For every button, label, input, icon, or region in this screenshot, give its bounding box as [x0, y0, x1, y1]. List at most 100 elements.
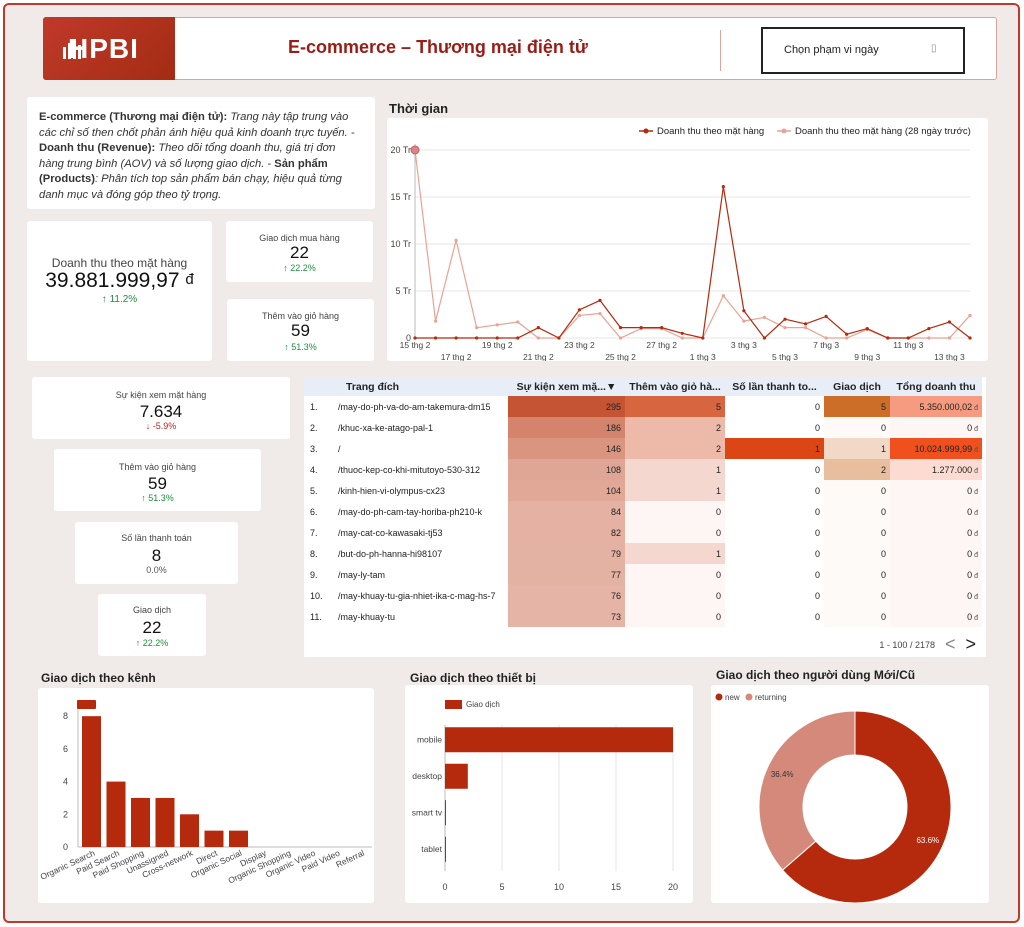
data-point[interactable] — [536, 336, 540, 340]
data-point[interactable] — [680, 336, 684, 340]
row-landing-page-value: /kinh-hien-vi-olympus-cx23 — [338, 485, 446, 496]
data-point[interactable] — [947, 336, 952, 340]
data-point[interactable] — [557, 336, 561, 340]
row-landing-page: /kinh-hien-vi-olympus-cx23 — [334, 480, 508, 501]
calendar-icon[interactable]: ▯ — [931, 43, 937, 54]
bar[interactable] — [229, 830, 248, 847]
data-point[interactable] — [618, 326, 623, 330]
data-point[interactable] — [783, 326, 787, 330]
table-row[interactable]: 11./may-khuay-tu 73 0 0 0 0 đ — [304, 606, 982, 627]
table-row[interactable]: 5./kinh-hien-vi-olympus-cx23 104 1 0 0 0 đ — [304, 480, 982, 501]
series-line[interactable] — [415, 186, 971, 339]
data-point[interactable] — [824, 314, 828, 318]
table-row[interactable]: 2./khuc-xa-ke-atago-pal-1 186 2 0 0 0 đ — [304, 417, 982, 438]
data-point[interactable] — [454, 336, 458, 340]
bar[interactable] — [82, 716, 101, 847]
data-point[interactable] — [433, 336, 438, 340]
data-point[interactable] — [536, 326, 540, 330]
data-point[interactable] — [783, 317, 787, 321]
bar[interactable] — [445, 763, 468, 789]
data-point[interactable] — [762, 315, 767, 319]
data-point[interactable] — [742, 309, 746, 313]
data-point[interactable] — [454, 238, 458, 242]
data-point[interactable] — [701, 336, 705, 340]
bar[interactable] — [131, 797, 150, 847]
data-point[interactable] — [927, 327, 931, 331]
data-point[interactable] — [824, 336, 828, 340]
data-point[interactable] — [721, 294, 725, 298]
x-tick-label: 20 — [668, 882, 678, 892]
data-point[interactable] — [865, 327, 869, 331]
data-point[interactable] — [495, 336, 499, 340]
chevron-left-icon[interactable]: < — [944, 634, 956, 654]
data-point[interactable] — [475, 336, 479, 340]
data-point[interactable] — [968, 313, 972, 318]
data-point[interactable] — [660, 326, 664, 330]
data-point[interactable] — [598, 311, 602, 316]
col-total-revenue[interactable]: Tổng doanh thu — [890, 377, 982, 396]
data-point[interactable] — [577, 313, 582, 318]
row-checkouts-value: 1 — [814, 443, 820, 454]
data-point[interactable] — [598, 298, 602, 302]
table-row[interactable]: 7./may-cat-co-kawasaki-tj53 82 0 0 0 0 đ — [304, 522, 982, 543]
col-add-to-cart[interactable]: Thêm vào giỏ hà... — [625, 377, 725, 396]
data-point[interactable] — [845, 336, 849, 340]
bar[interactable] — [445, 727, 673, 753]
data-point[interactable] — [968, 336, 972, 340]
data-point[interactable] — [475, 326, 479, 330]
table-row[interactable]: 4. /thuoc-kep-co-khi-mitutoyo-530-312 108 1… — [304, 459, 982, 480]
data-point[interactable] — [906, 336, 910, 340]
data-point[interactable] — [516, 336, 520, 340]
row-landing-page: /may-do-ph-va-do-am-takemura-dm15 — [334, 396, 508, 417]
data-point[interactable] — [742, 319, 746, 323]
kpi-add-to-cart-2-delta: ↑ 51.3% — [141, 493, 174, 503]
col-transactions[interactable]: Giao dịch — [824, 377, 890, 396]
legend-marker — [643, 128, 649, 134]
data-point[interactable] — [762, 336, 767, 340]
col-checkouts[interactable]: Số lần thanh to... — [725, 377, 824, 396]
table-row[interactable]: 9./may-ly-tam 77 0 0 0 0 đ — [304, 564, 982, 585]
data-point[interactable] — [947, 320, 952, 324]
pie-slice[interactable] — [781, 710, 952, 904]
row-index: 11. — [304, 606, 334, 627]
table-row[interactable]: 6./may-do-ph-cam-tay-horiba-ph210-k 84 0 0 0… — [304, 501, 982, 522]
data-point[interactable] — [721, 185, 725, 189]
data-point[interactable] — [803, 326, 808, 330]
bar[interactable] — [204, 830, 224, 847]
data-point[interactable] — [618, 336, 623, 340]
row-item-views-value: 146 — [605, 443, 621, 454]
row-transactions: 0 — [824, 480, 890, 501]
data-point[interactable] — [886, 336, 890, 340]
row-transactions: 0 — [824, 522, 890, 543]
table-row[interactable]: 3. / 146 2 1 1 10.024.999,99 đ — [304, 438, 982, 459]
bar[interactable] — [180, 814, 199, 847]
data-point[interactable] — [803, 322, 808, 326]
table-row[interactable]: 10. /may-khuay-tu-gia-nhiet-ika-c-mag-hs-… — [304, 585, 982, 606]
data-point[interactable] — [639, 326, 643, 330]
user-donut-chart: 63.6% 36.4% new returning — [715, 693, 952, 904]
data-point[interactable] — [433, 319, 438, 323]
data-point[interactable] — [927, 336, 931, 340]
pie-slice[interactable] — [758, 710, 856, 871]
bar[interactable] — [445, 836, 446, 862]
data-point[interactable] — [516, 320, 520, 324]
bar[interactable] — [155, 797, 175, 847]
chevron-right-icon[interactable]: > — [965, 634, 976, 654]
data-point-highlight[interactable] — [410, 145, 420, 155]
data-point[interactable] — [845, 332, 849, 336]
data-point[interactable] — [577, 308, 582, 312]
table-row[interactable]: 8./but-do-ph-hanna-hi98107 79 1 0 0 0 đ — [304, 543, 982, 564]
row-index: 6. — [304, 501, 334, 522]
date-range-picker[interactable] — [761, 27, 965, 74]
col-index — [304, 377, 334, 396]
table-row[interactable]: 1. /may-do-ph-va-do-am-takemura-dm15 295 5 0… — [304, 396, 982, 417]
bar[interactable] — [445, 800, 446, 826]
row-total-revenue: 10.024.999,99 đ — [890, 438, 982, 459]
col-item-views[interactable]: Sự kiện xem mặ...▼ — [508, 377, 625, 396]
col-landing-page[interactable]: Trang đích — [334, 377, 508, 396]
bar[interactable] — [106, 781, 126, 847]
data-point[interactable] — [495, 323, 499, 327]
data-point[interactable] — [680, 331, 684, 335]
data-point[interactable] — [413, 336, 417, 340]
